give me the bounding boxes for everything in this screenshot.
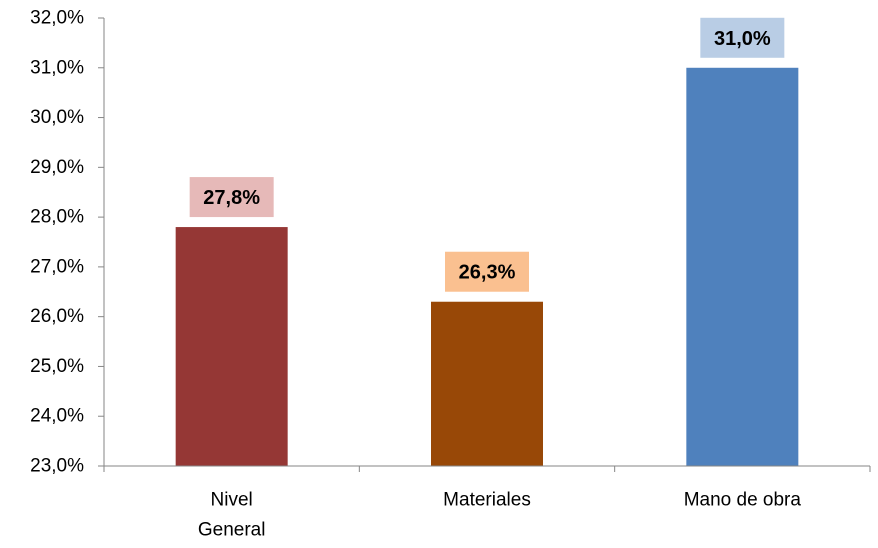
y-tick-label: 31,0% — [30, 57, 84, 78]
y-tick-label: 32,0% — [30, 8, 84, 29]
y-tick-label: 25,0% — [30, 356, 84, 377]
y-tick-label: 28,0% — [30, 207, 84, 228]
x-category-label: General — [198, 520, 266, 541]
y-tick-label: 29,0% — [30, 157, 84, 178]
y-tick-label: 24,0% — [30, 406, 84, 427]
data-label: 31,0% — [714, 28, 771, 50]
y-tick-label: 26,0% — [30, 306, 84, 327]
data-label-background — [189, 177, 274, 218]
y-axis-ticks: 23,0% 24,0% 25,0% 26,0% 27,0% 28,0% 29,0% 30,0%… — [30, 8, 871, 477]
data-labels: 27,8% 26,3% 31,0% — [189, 17, 785, 292]
x-category-label: Nivel — [211, 490, 253, 511]
x-category-label: Materiales — [443, 490, 531, 511]
x-axis-labels: Nivel General Materiales Mano de obra — [198, 490, 802, 541]
data-label-background — [445, 251, 529, 292]
y-tick-label: 30,0% — [30, 107, 84, 128]
data-label: 27,8% — [203, 187, 260, 209]
x-category-label: Mano de obra — [684, 490, 802, 511]
y-tick-label: 27,0% — [30, 256, 84, 277]
bar — [175, 227, 288, 466]
bar — [431, 301, 543, 466]
data-label-background — [700, 17, 785, 58]
data-label: 26,3% — [459, 262, 516, 284]
bar — [686, 67, 799, 467]
bars — [175, 67, 799, 467]
y-tick-label: 23,0% — [30, 456, 84, 477]
